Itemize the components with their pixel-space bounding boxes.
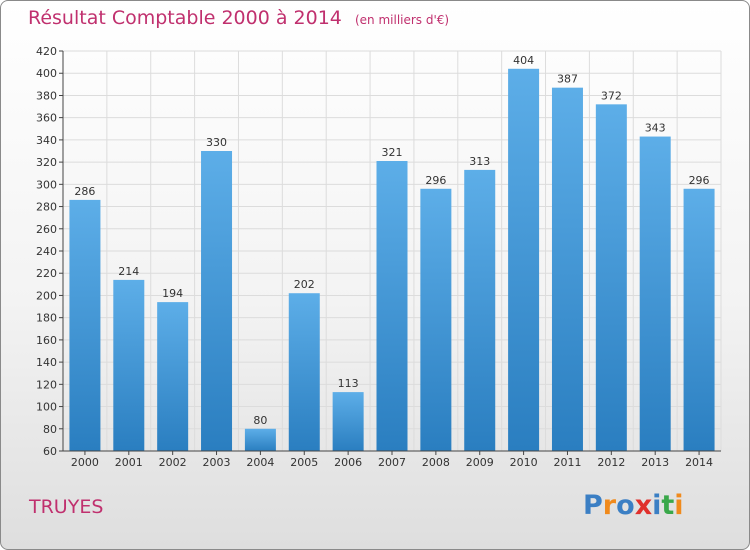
- x-tick-label: 2011: [553, 456, 581, 469]
- x-tick-label: 2012: [597, 456, 625, 469]
- bar: [288, 293, 320, 451]
- chart-title: Résultat Comptable 2000 à 2014: [28, 7, 342, 29]
- bar: [376, 161, 408, 451]
- y-tick-label: 420: [36, 45, 57, 58]
- bar: [464, 169, 496, 451]
- y-tick-label: 200: [36, 289, 57, 302]
- logo-letter: P: [583, 490, 603, 521]
- labels: 60 80 100 120 140 160 180 200 220 240 260 280 300 320…: [36, 45, 713, 469]
- bar: [639, 136, 671, 452]
- bar-value-label: 194: [162, 287, 183, 300]
- commune-name: TRUYES: [29, 496, 104, 518]
- x-tick-label: 2008: [422, 456, 450, 469]
- y-tick-label: 400: [36, 67, 57, 80]
- bar-value-label: 80: [253, 414, 267, 427]
- bar: [595, 104, 627, 451]
- x-tick-label: 2013: [641, 456, 669, 469]
- x-tick-label: 2000: [71, 456, 99, 469]
- y-tick-label: 240: [36, 245, 57, 258]
- bar-value-label: 202: [294, 278, 315, 291]
- x-tick-label: 2004: [246, 456, 274, 469]
- bar: [201, 151, 233, 451]
- bar: [508, 68, 540, 452]
- chart-title-row: Résultat Comptable 2000 à 2014 (en milli…: [28, 7, 449, 29]
- bar-value-label: 214: [118, 265, 139, 278]
- bar-value-label: 313: [469, 155, 490, 168]
- bar-value-label: 286: [74, 185, 95, 198]
- bar-value-label: 372: [601, 89, 622, 102]
- chart-subtitle: (en milliers d'€): [354, 13, 450, 27]
- y-tick-label: 60: [43, 445, 57, 458]
- proxiti-logo: Proxiti: [583, 490, 684, 521]
- x-tick-label: 2014: [685, 456, 713, 469]
- bar-value-label: 330: [206, 136, 227, 149]
- logo-letter: i: [652, 490, 662, 521]
- x-tick-label: 2005: [290, 456, 318, 469]
- y-tick-label: 380: [36, 89, 57, 102]
- y-tick-label: 160: [36, 334, 57, 347]
- logo-letter: o: [616, 490, 635, 521]
- y-tick-label: 300: [36, 178, 57, 191]
- bar-value-label: 296: [689, 174, 710, 187]
- y-tick-label: 360: [36, 112, 57, 125]
- bar-value-label: 296: [425, 174, 446, 187]
- bar-value-label: 321: [382, 146, 403, 159]
- bar: [683, 188, 715, 451]
- x-tick-label: 2007: [378, 456, 406, 469]
- y-tick-label: 100: [36, 401, 57, 414]
- logo-letter: t: [661, 490, 675, 521]
- axes: [59, 50, 721, 455]
- y-tick-label: 340: [36, 134, 57, 147]
- bars: [69, 68, 715, 452]
- y-tick-label: 140: [36, 356, 57, 369]
- logo-letter: r: [602, 490, 617, 521]
- y-tick-label: 80: [43, 423, 57, 436]
- x-tick-label: 2006: [334, 456, 362, 469]
- y-tick-label: 260: [36, 223, 57, 236]
- bar: [420, 188, 452, 451]
- bar-value-label: 343: [645, 122, 666, 135]
- x-tick-label: 2001: [115, 456, 143, 469]
- y-tick-label: 320: [36, 156, 57, 169]
- bar: [551, 87, 583, 452]
- x-tick-label: 2003: [203, 456, 231, 469]
- x-tick-label: 2009: [466, 456, 494, 469]
- bar: [113, 279, 145, 451]
- x-tick-label: 2002: [159, 456, 187, 469]
- logo-letter: x: [634, 490, 653, 521]
- bar: [69, 199, 101, 451]
- y-tick-label: 280: [36, 201, 57, 214]
- bar: [244, 428, 276, 451]
- bar: [157, 302, 189, 451]
- bar: [332, 392, 364, 451]
- bar-value-label: 387: [557, 73, 578, 86]
- y-tick-label: 180: [36, 312, 57, 325]
- x-tick-label: 2010: [510, 456, 538, 469]
- y-tick-label: 220: [36, 267, 57, 280]
- y-tick-label: 120: [36, 378, 57, 391]
- bar-value-label: 404: [513, 54, 534, 67]
- logo-letter: i: [674, 490, 684, 521]
- bar-value-label: 113: [338, 377, 359, 390]
